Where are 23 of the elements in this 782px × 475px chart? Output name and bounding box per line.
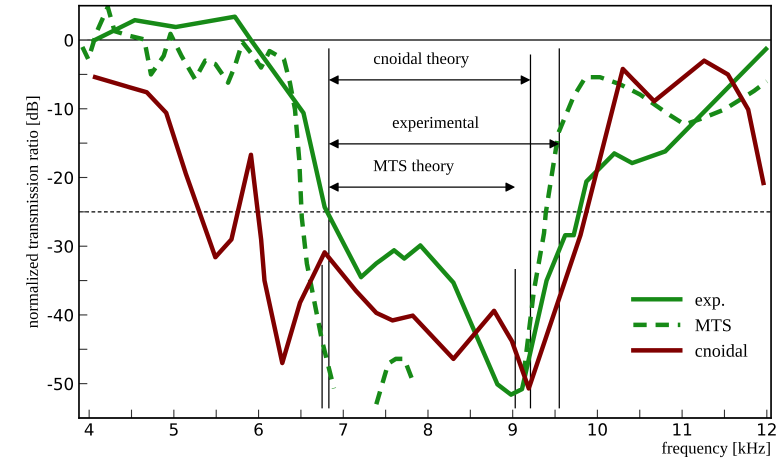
x-tick-label: 7: [339, 423, 348, 436]
y-tick-label: 0: [64, 34, 74, 47]
x-tick-label: 4: [84, 423, 94, 436]
x-tick-label: 12: [758, 423, 776, 436]
annotation: cnoidal theory: [374, 52, 470, 68]
y-tick-label: -40: [48, 308, 74, 322]
y-tick-label: -20: [48, 171, 74, 184]
y-axis-title: normalized transmission ratio [dB]: [26, 96, 40, 328]
x-tick-label: 8: [424, 423, 432, 436]
x-axis-title: frequency [kHz]: [662, 442, 770, 458]
legend-label: exp.: [695, 297, 724, 310]
y-tick-label: -30: [48, 240, 74, 253]
legend-label: MTS: [695, 319, 731, 332]
x-tick-label: 11: [673, 423, 692, 436]
y-tick-label: -50: [48, 378, 74, 390]
legend-label: cnoidal: [695, 344, 748, 357]
y-tick-label: -10: [48, 102, 74, 116]
x-tick-label: 6: [254, 423, 263, 436]
annotation: experimental: [392, 116, 479, 132]
x-tick-label: 10: [588, 423, 607, 436]
annotation: MTS theory: [374, 160, 454, 175]
x-tick-label: 9: [508, 423, 517, 436]
x-tick-label: 5: [170, 423, 178, 436]
